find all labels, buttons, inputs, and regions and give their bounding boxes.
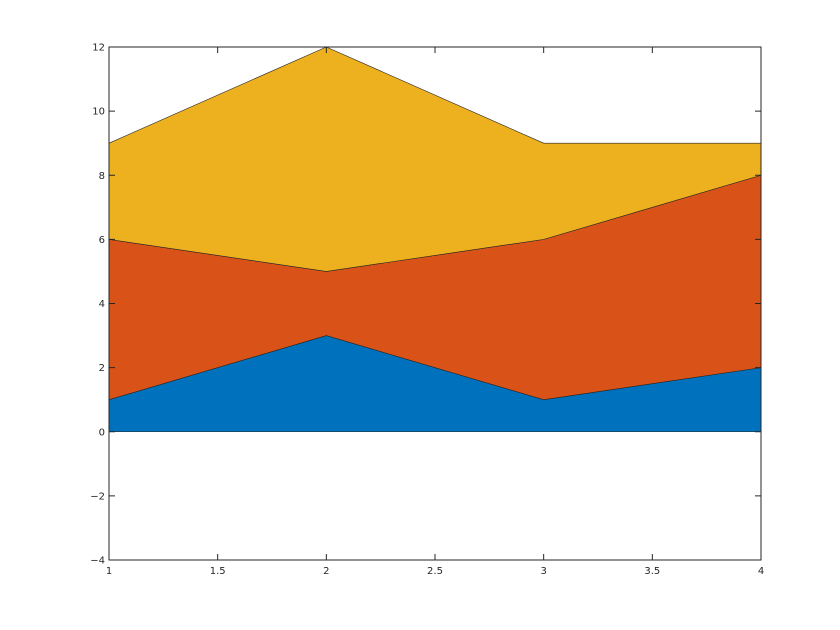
y-tick-label: 0	[99, 427, 105, 438]
area-series-group	[108, 46, 762, 433]
y-tick-label: −4	[90, 556, 105, 567]
x-tick-label: 3	[540, 566, 546, 577]
y-tick-label: 8	[99, 171, 105, 182]
y-tick-label: −2	[90, 491, 105, 502]
x-tick-label: 4	[758, 566, 764, 577]
y-tick-label: 2	[99, 363, 105, 374]
y-tick-label: 4	[99, 299, 105, 310]
x-tick-label: 1.5	[210, 566, 226, 577]
x-tick-label: 3.5	[644, 566, 660, 577]
y-tick-label: 6	[99, 235, 105, 246]
y-tick-label: 12	[92, 43, 105, 54]
x-tick-label: 1	[106, 566, 112, 577]
tick-marks-group	[108, 46, 762, 561]
x-tick-label: 2.5	[427, 566, 443, 577]
x-tick-labels-group: 1 1.5 2 2.5 3 3.5 4	[106, 566, 764, 577]
y-tick-labels-group: −4 −2 0 2 4 6 8 10 12	[90, 43, 105, 567]
x-tick-label: 2	[323, 566, 329, 577]
y-tick-label: 10	[92, 107, 105, 118]
